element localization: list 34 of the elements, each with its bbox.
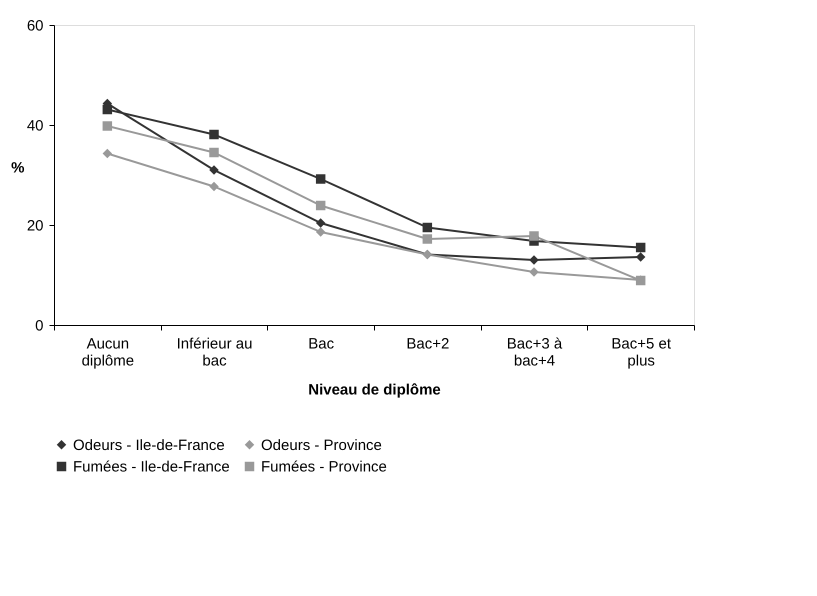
legend-label: Odeurs - Province [261,436,382,454]
point [316,174,326,184]
y-axis-title: % [11,160,24,176]
x-tick-label: Bac+2 [406,336,450,352]
point [316,227,326,237]
y-tick-label: 60 [26,18,44,34]
point [529,255,539,265]
point [422,234,432,244]
point [316,218,326,228]
point [102,148,112,158]
x-axis-title: Niveau de diplôme [308,382,441,398]
point [209,130,219,140]
x-tick-label: Bac+5 et plus [611,336,672,370]
point [636,242,646,252]
point [209,148,219,158]
x-tick-label: Inférieur au bac [176,336,252,370]
legend-label: Fumées - Ile-de-France [73,458,230,476]
point [209,165,219,175]
point [636,252,646,262]
point [102,104,112,114]
x-tick-label: Aucun diplôme [82,336,134,370]
legend-label: Fumées - Province [261,458,387,476]
legend-label: Odeurs - Ile-de-France [73,436,225,454]
y-tick-label: 0 [35,318,44,334]
y-tick-label: 20 [26,218,44,234]
x-tick-label: Bac+3 à bac+4 [506,336,563,370]
y-tick-label: 40 [26,118,44,134]
point [316,200,326,210]
point [422,222,432,232]
point [209,182,219,192]
point [529,231,539,241]
x-tick-label: Bac [308,336,335,352]
point [529,267,539,277]
point [102,121,112,131]
